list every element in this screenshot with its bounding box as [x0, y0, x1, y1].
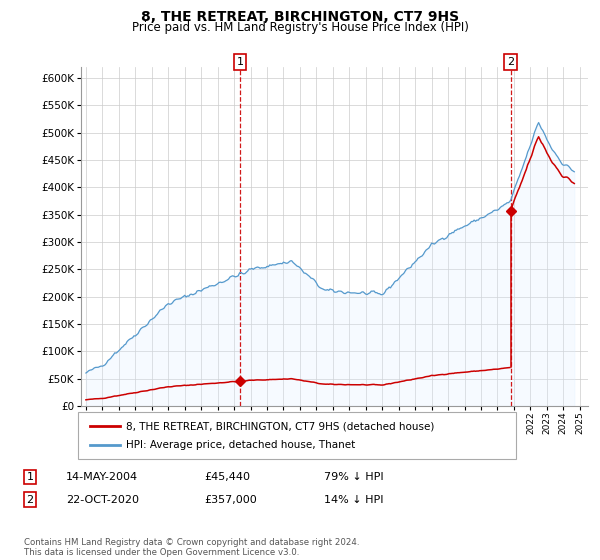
Text: 1: 1 — [236, 57, 244, 67]
Text: 79% ↓ HPI: 79% ↓ HPI — [324, 472, 383, 482]
Text: HPI: Average price, detached house, Thanet: HPI: Average price, detached house, Than… — [126, 440, 355, 450]
Text: £357,000: £357,000 — [204, 494, 257, 505]
Text: 2: 2 — [507, 57, 514, 67]
Text: 1: 1 — [26, 472, 34, 482]
Text: 2: 2 — [26, 494, 34, 505]
Text: 8, THE RETREAT, BIRCHINGTON, CT7 9HS (detached house): 8, THE RETREAT, BIRCHINGTON, CT7 9HS (de… — [126, 421, 434, 431]
Text: £45,440: £45,440 — [204, 472, 250, 482]
Text: Price paid vs. HM Land Registry's House Price Index (HPI): Price paid vs. HM Land Registry's House … — [131, 21, 469, 34]
Text: 22-OCT-2020: 22-OCT-2020 — [66, 494, 139, 505]
Text: 14% ↓ HPI: 14% ↓ HPI — [324, 494, 383, 505]
Text: 8, THE RETREAT, BIRCHINGTON, CT7 9HS: 8, THE RETREAT, BIRCHINGTON, CT7 9HS — [141, 10, 459, 24]
Text: 14-MAY-2004: 14-MAY-2004 — [66, 472, 138, 482]
Text: Contains HM Land Registry data © Crown copyright and database right 2024.
This d: Contains HM Land Registry data © Crown c… — [24, 538, 359, 557]
